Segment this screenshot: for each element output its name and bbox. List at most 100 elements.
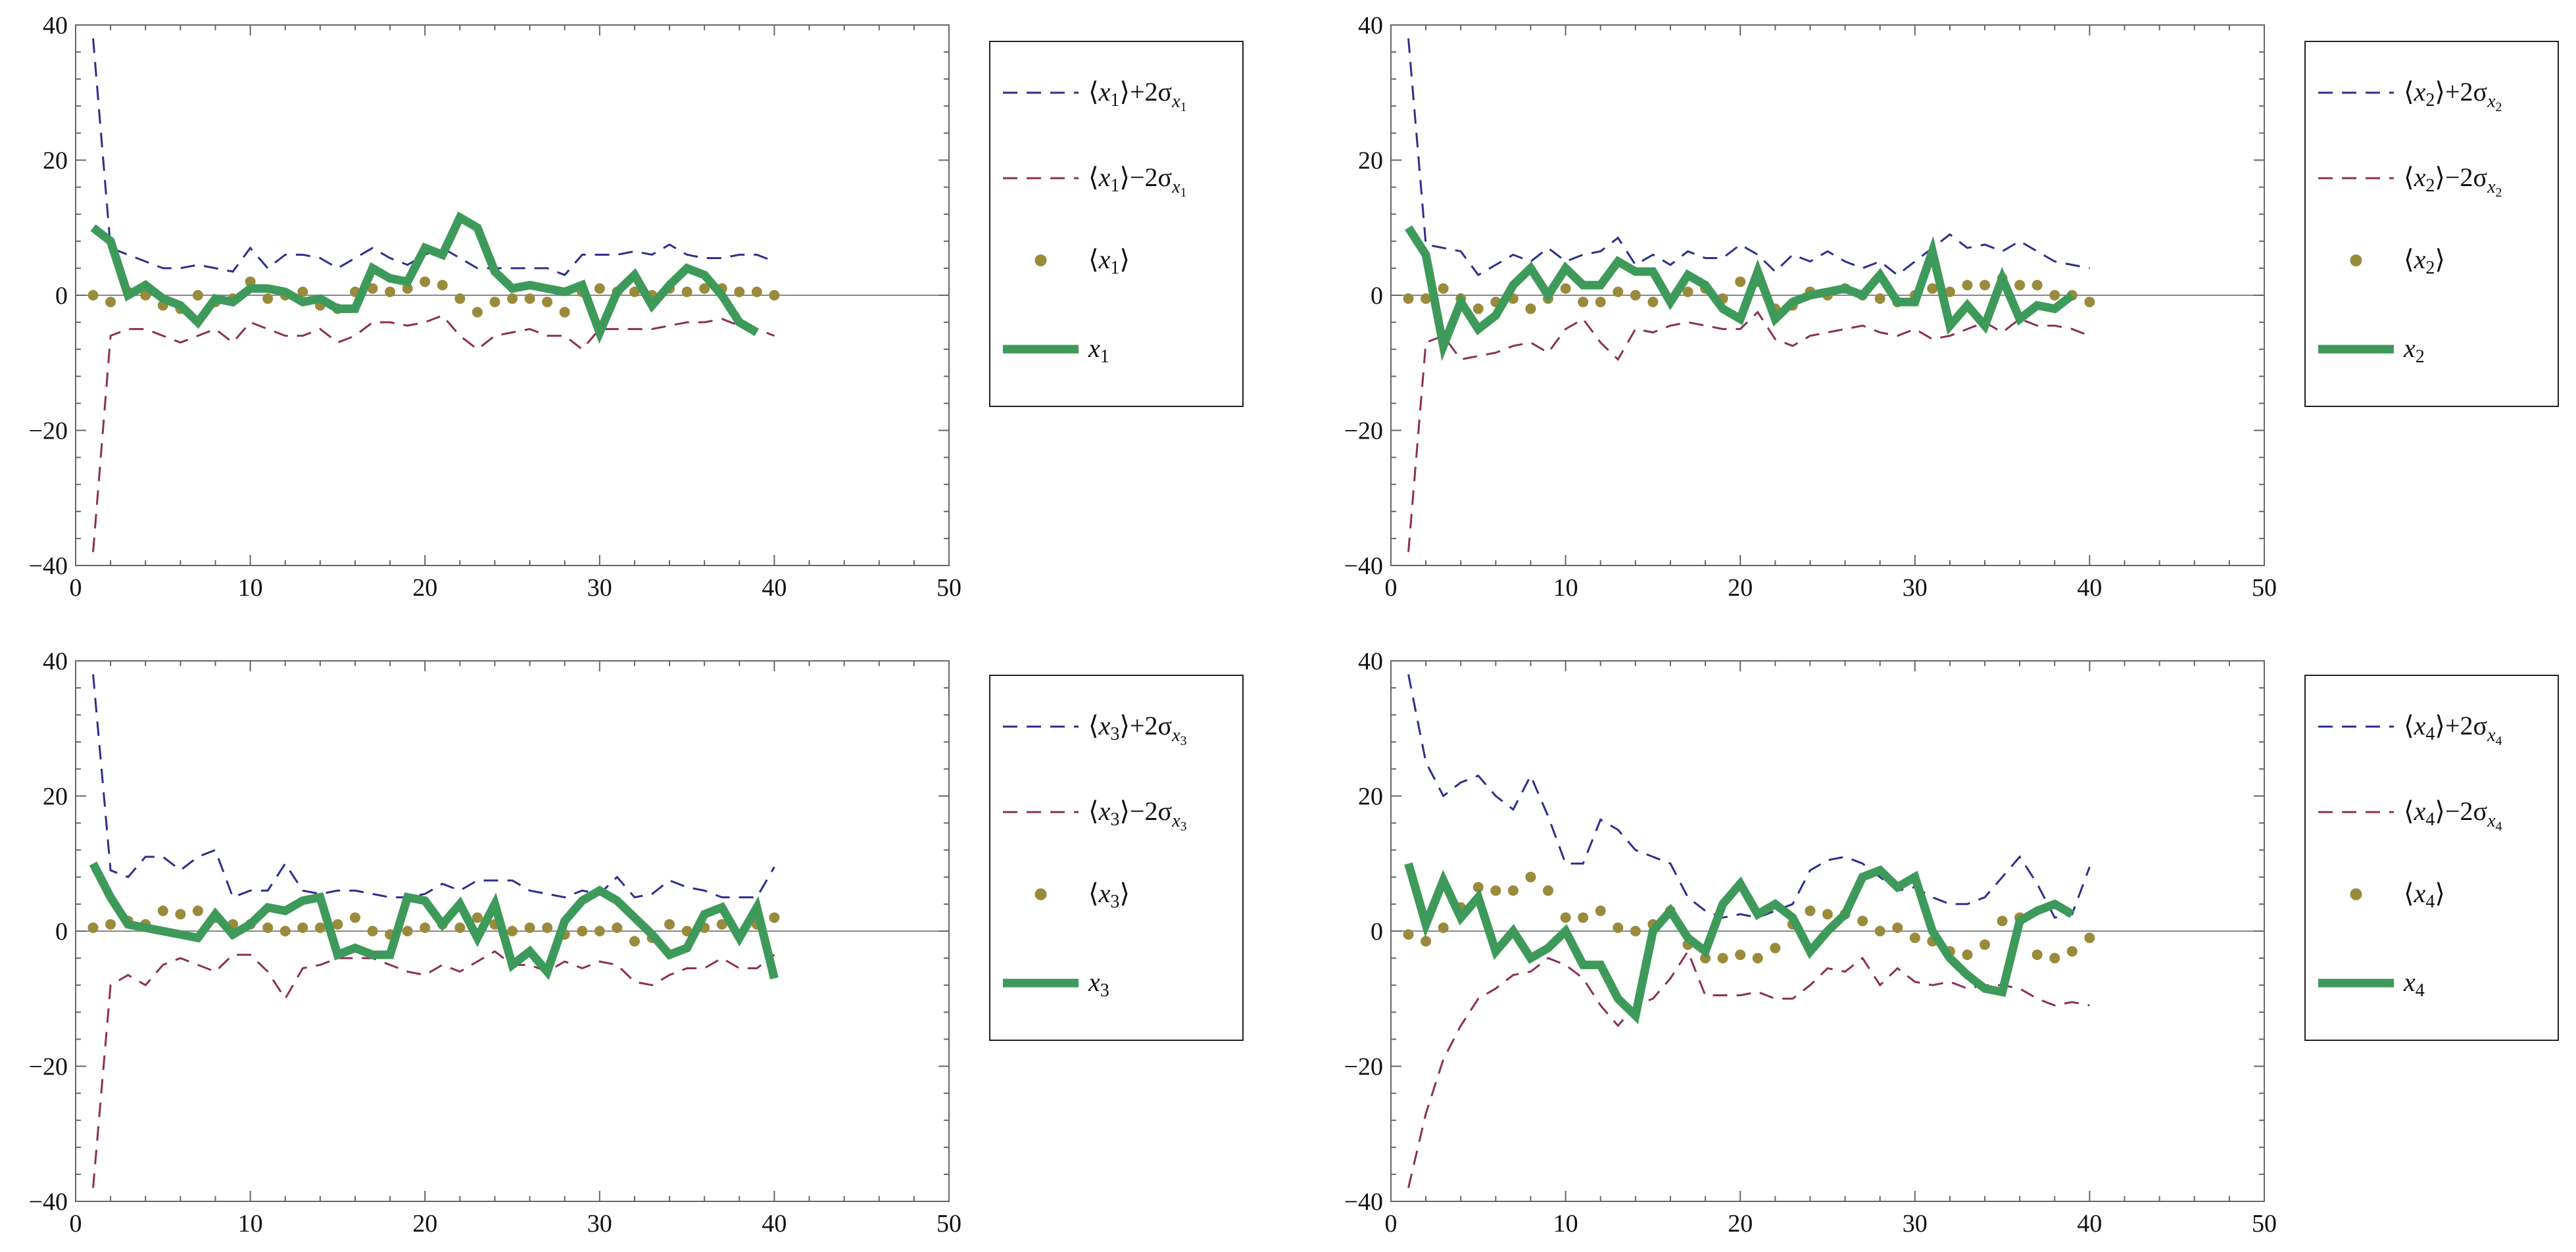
mean-point [751,286,762,297]
legend-sub: 3 [1110,809,1119,830]
legend-op: −2σ [2445,162,2487,192]
mean-point [1874,926,1885,936]
mean-point [297,922,308,933]
mean-point [1944,286,1955,297]
legend-sigma-sub: x [1171,811,1180,831]
mean-point [1438,922,1449,933]
legend-bracket-close: ⟩ [2435,711,2445,740]
y-tick-label: −40 [29,1188,68,1216]
series-group [87,674,780,1188]
legend-sub: 1 [1110,176,1119,196]
legend-bracket-open: ⟨ [1088,162,1099,192]
legend-bracket-open: ⟨ [1088,711,1099,740]
legend: ⟨x1⟩+2σx1⟨x1⟩−2σx1⟨x1⟩x1 [989,41,1244,407]
mean-point [140,290,151,301]
legend-sigma-sub: x [1171,91,1180,112]
y-tick-label: 0 [55,918,68,946]
legend-bracket-open: ⟨ [1088,245,1099,274]
legend-sigma-subsub: 1 [1180,100,1187,114]
actual-series-line [90,211,760,345]
mean-point [2049,290,2060,301]
y-tick-label: 20 [43,147,68,175]
legend-sigma-sub: x [1171,177,1180,197]
legend-var: x [1098,77,1111,107]
mean-point [105,919,116,930]
legend-sigma-sub: x [2487,725,2496,746]
mean-point [454,293,466,304]
legend-sub: 3 [1100,980,1109,1001]
mean-point [559,306,570,318]
legend-var: x [2414,162,2426,192]
legend-bracket-close: ⟩ [1119,796,1130,826]
legend-var: x [1098,711,1111,740]
mean-point [2031,949,2043,960]
mean-point [524,922,535,933]
mean-point [1752,953,1763,964]
mean-point [367,283,378,294]
mean-point [507,293,518,304]
legend: ⟨x3⟩+2σx3⟨x3⟩−2σx3⟨x3⟩x3 [989,675,1244,1041]
y-tick-label: 40 [1358,648,1383,675]
y-tick-label: −40 [1344,1188,1383,1216]
mean-point [1892,922,1903,933]
legend-sigma-sub: x [1171,725,1180,746]
upper-series-line [1407,674,2091,919]
x-tick-label: 0 [1385,574,1397,602]
legend-sub: 2 [2425,176,2435,196]
mean-point [1472,303,1484,314]
legend-bracket-open: ⟨ [1088,77,1099,107]
mean-point [507,926,518,936]
actual-series-line [89,861,779,980]
legend-sub: 4 [2425,724,2435,744]
legend-label-lower: ⟨x2⟩−2σx2 [2404,162,2502,200]
x-tick-label: 20 [412,1210,437,1238]
legend-label-mean: ⟨x4⟩ [2404,879,2445,912]
series-group [1403,38,2095,552]
mean-point [1525,303,1536,314]
x-tick-label: 40 [762,574,787,602]
x-tick-label: 20 [412,574,437,602]
legend-bracket-close: ⟩ [2435,796,2445,826]
y-tick-label: −40 [29,552,68,580]
legend-bracket-close: ⟩ [1119,162,1130,192]
mean-point [2084,932,2095,944]
mean-point [192,290,203,301]
legend-bracket-open: ⟨ [2404,162,2414,192]
legend-bracket-close: ⟩ [1119,77,1130,107]
legend-var: x [2414,879,2426,908]
y-tick-label: 40 [1358,12,1383,39]
y-tick-label: −40 [1344,552,1383,580]
legend-label-upper: ⟨x4⟩+2σx4 [2404,711,2502,748]
legend-bracket-close: ⟩ [2435,879,2445,908]
legend-var: x [2403,967,2416,997]
mean-point [192,905,203,917]
mean-point [1595,297,1606,308]
legend-op: +2σ [2445,77,2487,107]
legend-bracket-open: ⟨ [1088,796,1099,826]
mean-point [1805,905,1816,917]
legend-label-lower: ⟨x4⟩−2σx4 [2404,796,2502,834]
mean-point [332,919,343,930]
upper-series-line [92,674,775,899]
legend-sigma-sub: x [2487,811,2496,831]
mean-point [314,922,326,933]
mean-point [1682,286,1693,297]
mean-point [297,286,308,297]
legend-op: +2σ [2445,711,2487,740]
y-tick-label: 40 [43,12,68,39]
legend-op: −2σ [2445,796,2487,826]
legend-label-actual: x4 [2403,967,2425,1001]
mean-point [681,286,693,297]
legend-label-upper: ⟨x3⟩+2σx3 [1088,711,1187,748]
mean-point [437,279,448,291]
y-tick-label: −20 [1344,418,1383,445]
legend-mean-marker [2350,888,2362,900]
mean-point [367,926,378,936]
legend: ⟨x4⟩+2σx4⟨x4⟩−2σx4⟨x4⟩x4 [2304,675,2559,1041]
x-tick-label: 20 [1728,1210,1753,1238]
legend-bracket-open: ⟨ [2404,711,2414,740]
mean-point [1613,922,1624,933]
legend-bracket-open: ⟨ [2404,77,2414,107]
mean-point [105,297,116,308]
chart-panel-4: 0 10 20 30 40 50−40−2002040⟨x4⟩+2σx4⟨x4⟩−2σx4… [1344,648,2559,1238]
